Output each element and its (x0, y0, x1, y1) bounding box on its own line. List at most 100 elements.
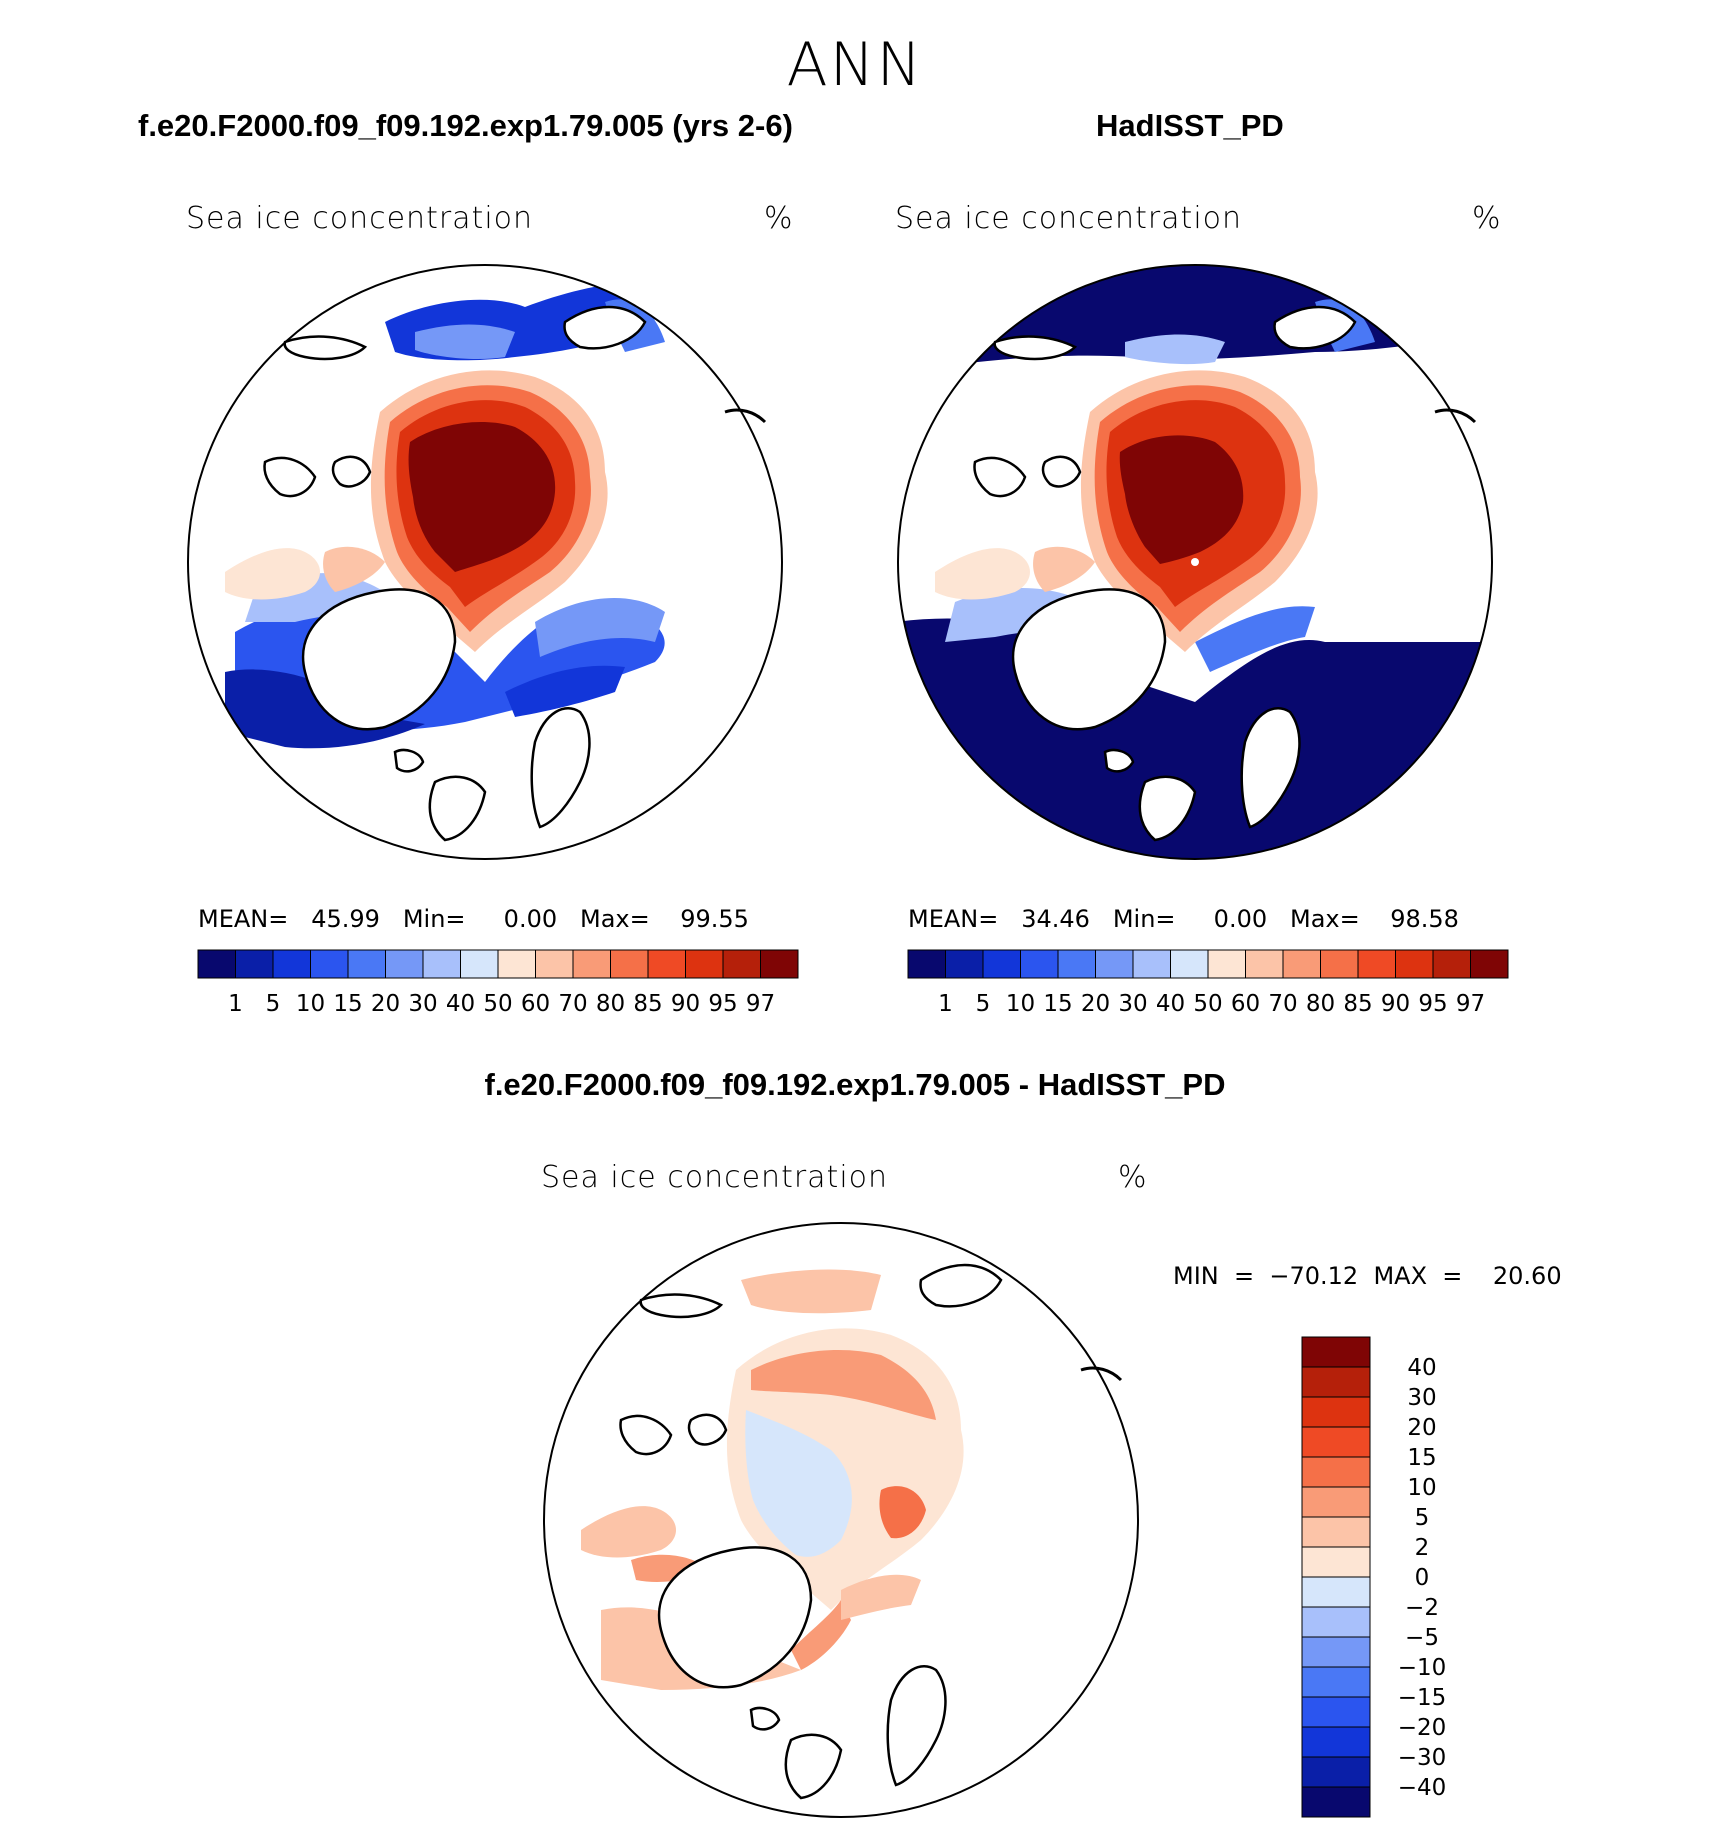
model-colorbar-swatch (685, 949, 724, 979)
model-colorbar-tick-label: 5 (266, 991, 281, 1017)
diff-colorbar-tick-label: 30 (1407, 1385, 1436, 1411)
diff-colorbar-swatch (1301, 1546, 1371, 1578)
model-colorbar-tick-label: 20 (371, 991, 400, 1017)
model-colorbar-swatch (310, 949, 349, 979)
model-units-label: % (764, 201, 794, 236)
model-map-border (187, 264, 783, 860)
obs-colorbar-tick-label: 80 (1306, 991, 1335, 1017)
diff-colorbar-tick-label: 20 (1407, 1415, 1436, 1441)
obs-colorbar-tick-label: 60 (1231, 991, 1260, 1017)
diff-colorbar-tick-label: −40 (1398, 1775, 1447, 1801)
model-field-label: Sea ice concentration (186, 201, 534, 236)
model-polar-map (187, 264, 783, 860)
diff-colorbar-swatch (1301, 1396, 1371, 1428)
diff-colorbar-swatch (1301, 1696, 1371, 1728)
obs-colorbar-swatch (1470, 949, 1509, 979)
diff-island-stroke (1080, 1366, 1123, 1382)
model-colorbar-swatch (197, 949, 236, 979)
model-colorbar-tick-label: 85 (633, 991, 662, 1017)
obs-field-label: Sea ice concentration (895, 201, 1243, 236)
obs-colorbar-swatch (1432, 949, 1471, 979)
diff-colorbar-swatch (1301, 1366, 1371, 1398)
obs-colorbar-tick-label: 40 (1156, 991, 1185, 1017)
diff-colorbar-tick-label: −2 (1405, 1595, 1439, 1621)
model-colorbar-tick-label: 10 (296, 991, 325, 1017)
obs-colorbar-swatch (1207, 949, 1246, 979)
model-colorbar-swatch (347, 949, 386, 979)
model-stats: MEAN= 45.99 Min= 0.00 Max= 99.55 (198, 905, 749, 933)
obs-colorbar-swatch (1057, 949, 1096, 979)
diff-colorbar-swatch (1301, 1756, 1371, 1788)
diff-colorbar-swatch (1301, 1726, 1371, 1758)
obs-colorbar-swatch (982, 949, 1021, 979)
model-colorbar-tick-label: 80 (596, 991, 625, 1017)
obs-colorbar-swatch (1020, 949, 1059, 979)
model-colorbar-tick-label: 97 (746, 991, 775, 1017)
diff-colorbar-tick-label: −30 (1398, 1745, 1447, 1771)
obs-case-title: HadISST_PD (1096, 108, 1284, 143)
model-coastlines (263, 305, 647, 842)
model-colorbar-tick-label: 95 (708, 991, 737, 1017)
model-case-title: f.e20.F2000.f09_f09.192.exp1.79.005 (yrs… (138, 108, 793, 143)
model-colorbar-swatch (460, 949, 499, 979)
model-colorbar-swatch (235, 949, 274, 979)
diff-colorbar-swatch (1301, 1606, 1371, 1638)
obs-colorbar-tick-label: 95 (1418, 991, 1447, 1017)
model-colorbar-tick-label: 40 (446, 991, 475, 1017)
diff-colorbar-tick-label: −15 (1398, 1685, 1447, 1711)
model-colorbar-tick-label: 50 (483, 991, 512, 1017)
diff-colorbar-swatch (1301, 1456, 1371, 1488)
diff-field-label: Sea ice concentration (541, 1160, 889, 1195)
obs-colorbar-swatch (1132, 949, 1171, 979)
diff-colorbar-tick-label: −10 (1398, 1655, 1447, 1681)
diff-colorbar-swatch (1301, 1636, 1371, 1668)
model-colorbar: 1 5 10 15 20 30 40 50 60 70 80 85 90 95 97 (197, 949, 799, 1017)
diff-polar-map (543, 1222, 1139, 1818)
model-island-stroke (724, 408, 767, 424)
obs-colorbar-swatch (1282, 949, 1321, 979)
obs-colorbar-tick-label: 15 (1043, 991, 1072, 1017)
obs-colorbar-tick-label: 5 (976, 991, 991, 1017)
diff-ice-field (581, 1269, 964, 1690)
season-title: ANN (786, 30, 924, 100)
obs-colorbar-labels: 1 5 10 15 20 30 40 50 60 70 80 85 90 95 97 (938, 991, 1485, 1017)
diff-units-label: % (1118, 1160, 1148, 1195)
obs-polar-map (897, 264, 1493, 860)
obs-colorbar-swatch (1357, 949, 1396, 979)
obs-colorbar-tick-label: 10 (1006, 991, 1035, 1017)
obs-colorbar-tick-label: 30 (1118, 991, 1147, 1017)
diff-colorbar-swatch (1301, 1786, 1371, 1818)
obs-colorbar-swatch (1395, 949, 1434, 979)
obs-colorbar-tick-label: 90 (1381, 991, 1410, 1017)
obs-colorbar-swatch (907, 949, 946, 979)
diff-colorbar-tick-label: 2 (1415, 1535, 1430, 1561)
obs-units-label: % (1472, 201, 1502, 236)
model-colorbar-swatch (385, 949, 424, 979)
model-colorbar-tick-label: 15 (333, 991, 362, 1017)
obs-colorbar-swatch (1320, 949, 1359, 979)
model-colorbar-tick-label: 30 (408, 991, 437, 1017)
model-colorbar-swatch (535, 949, 574, 979)
model-colorbar-swatch (272, 949, 311, 979)
obs-map-border (897, 264, 1493, 860)
obs-colorbar-swatch (1245, 949, 1284, 979)
model-colorbar-tick-label: 60 (521, 991, 550, 1017)
diff-colorbar-swatch (1301, 1516, 1371, 1548)
obs-colorbar-swatch (1095, 949, 1134, 979)
diff-colorbar-swatch (1301, 1576, 1371, 1608)
diff-colorbar-tick-label: 10 (1407, 1475, 1436, 1501)
diff-colorbar-tick-label: 15 (1407, 1445, 1436, 1471)
diff-coastlines (619, 1263, 1003, 1800)
diff-colorbar-swatch (1301, 1666, 1371, 1698)
diff-map-border (543, 1222, 1139, 1818)
model-colorbar-swatch (610, 949, 649, 979)
model-colorbar-tick-label: 1 (228, 991, 243, 1017)
obs-colorbar-tick-label: 50 (1193, 991, 1222, 1017)
obs-pole-marker (1191, 558, 1199, 566)
diff-colorbar-tick-label: −20 (1398, 1715, 1447, 1741)
model-colorbar-tick-label: 70 (558, 991, 587, 1017)
diff-colorbar-swatch (1301, 1426, 1371, 1458)
obs-coastlines (973, 305, 1357, 842)
model-colorbar-labels: 1 5 10 15 20 30 40 50 60 70 80 85 90 95 97 (228, 991, 775, 1017)
